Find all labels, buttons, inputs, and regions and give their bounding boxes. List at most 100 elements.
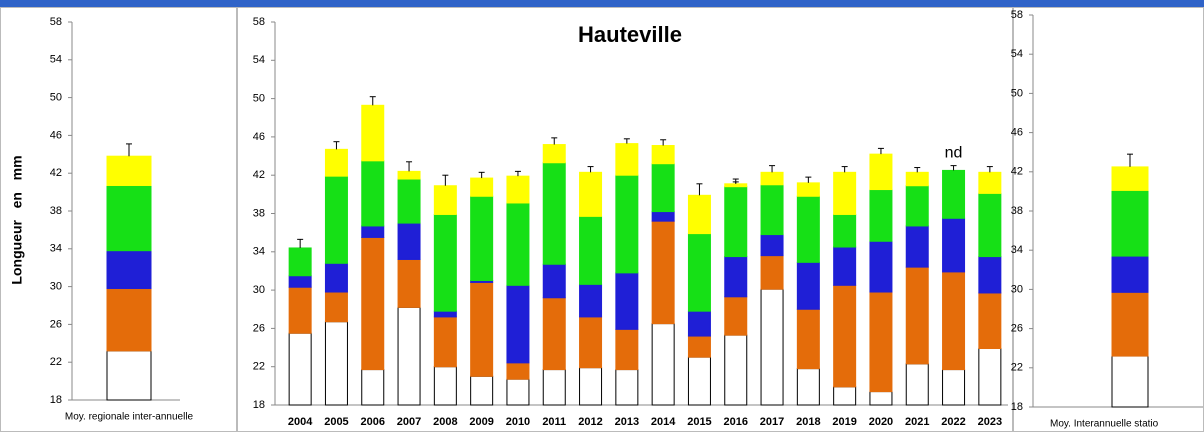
- x-tick-label: 2023: [978, 416, 1002, 428]
- bar-segment: [433, 366, 457, 406]
- bar-segment: [796, 182, 820, 197]
- bar-segment: [579, 215, 603, 285]
- x-tick-label: 2015: [687, 416, 711, 428]
- y-tick-label: 18: [50, 394, 62, 406]
- y-tick-label: 42: [1011, 166, 1023, 178]
- bar-segment: [687, 233, 711, 312]
- bar-segment: [651, 163, 675, 213]
- bar-segment: [579, 367, 603, 406]
- bar-segment: [579, 283, 603, 318]
- chart-title: Hauteville: [578, 22, 682, 47]
- bar-segment: [470, 375, 494, 406]
- bar-segment: [905, 185, 929, 227]
- y-tick-label: 34: [50, 243, 62, 255]
- bar-segment: [724, 334, 748, 406]
- bar-segment: [579, 171, 603, 217]
- bar-segment: [106, 250, 152, 289]
- y-tick-label: 18: [1011, 401, 1023, 413]
- bar-segment: [869, 153, 893, 191]
- y-tick-label: 50: [50, 92, 62, 104]
- bar-segment: [942, 169, 966, 219]
- bar-segment: [833, 171, 857, 215]
- bar-segment: [724, 183, 748, 188]
- bar-segment: [760, 184, 784, 236]
- bar-segment: [978, 292, 1002, 350]
- y-tick-label: 34: [1011, 244, 1023, 256]
- bar-segment: [106, 287, 152, 352]
- bar-segment: [687, 356, 711, 406]
- y-tick-label: 46: [50, 129, 62, 141]
- bar-segment: [506, 284, 530, 364]
- bar-segment: [760, 171, 784, 186]
- y-tick-label: 22: [50, 356, 62, 368]
- bar-segment: [760, 234, 784, 257]
- bar-segment: [106, 155, 152, 186]
- bar-segment: [361, 104, 385, 162]
- bar-segment: [760, 255, 784, 290]
- x-tick-label: 2020: [869, 416, 893, 428]
- y-tick-label: 34: [253, 246, 265, 258]
- bar-segment: [724, 186, 748, 258]
- bar-segment: [397, 170, 421, 180]
- bar-segment: [506, 378, 530, 406]
- y-tick-label: 46: [253, 131, 265, 143]
- bar-segment: [942, 217, 966, 273]
- bar-segment: [651, 220, 675, 325]
- panel-frame: [1013, 7, 1204, 432]
- bar-segment: [470, 281, 494, 377]
- bar-segment: [687, 335, 711, 358]
- bar-segment: [506, 362, 530, 380]
- x-tick-label: 2004: [288, 416, 313, 428]
- y-tick-label: 38: [50, 205, 62, 217]
- bar-segment: [869, 240, 893, 293]
- bar-segment: [942, 369, 966, 406]
- bar-segment: [106, 350, 152, 401]
- bar-segment: [724, 296, 748, 336]
- x-tick-label: 2010: [506, 416, 530, 428]
- bar-segment: [470, 195, 494, 282]
- bar-segment: [542, 297, 566, 371]
- y-tick-label: 50: [1011, 87, 1023, 99]
- bar-segment: [796, 308, 820, 370]
- bar-segment: [942, 271, 966, 371]
- bar-segment: [651, 323, 675, 406]
- y-tick-label: 38: [253, 207, 265, 219]
- bar-segment: [506, 202, 530, 286]
- bar-segment: [978, 348, 1002, 406]
- bar-segment: [1111, 291, 1149, 357]
- bar-segment: [615, 328, 639, 371]
- y-tick-label: 26: [253, 322, 265, 334]
- bar-segment: [1111, 166, 1149, 191]
- bar-segment: [542, 162, 566, 265]
- bar-segment: [724, 256, 748, 298]
- x-tick-label: 2019: [832, 416, 856, 428]
- y-tick-label: 26: [1011, 323, 1023, 335]
- bar-segment: [869, 189, 893, 242]
- bar-segment: [905, 171, 929, 187]
- bar-segment: [833, 386, 857, 406]
- x-tick-label: 2018: [796, 416, 820, 428]
- bar-segment: [397, 306, 421, 406]
- bar-segment: [1111, 189, 1149, 257]
- bar-segment: [506, 175, 530, 204]
- x-tick-label: 2008: [433, 416, 457, 428]
- y-tick-label: 42: [50, 167, 62, 179]
- y-tick-label: 22: [1011, 362, 1023, 374]
- bar-segment: [361, 236, 385, 371]
- y-tick-label: 30: [1011, 283, 1023, 295]
- bar-segment: [833, 246, 857, 286]
- x-tick-label: 2022: [941, 416, 965, 428]
- header-strip: [0, 0, 1204, 7]
- y-tick-label: 54: [253, 54, 265, 66]
- bar-segment: [687, 194, 711, 235]
- bar-segment: [361, 225, 385, 238]
- y-tick-label: 18: [253, 399, 265, 411]
- x-tick-label: 2009: [469, 416, 493, 428]
- bar-segment: [978, 171, 1002, 194]
- bar-segment: [433, 316, 457, 368]
- bar-segment: [433, 310, 457, 318]
- bar-segment: [324, 262, 348, 293]
- bar-segment: [324, 291, 348, 323]
- bar-segment: [542, 263, 566, 299]
